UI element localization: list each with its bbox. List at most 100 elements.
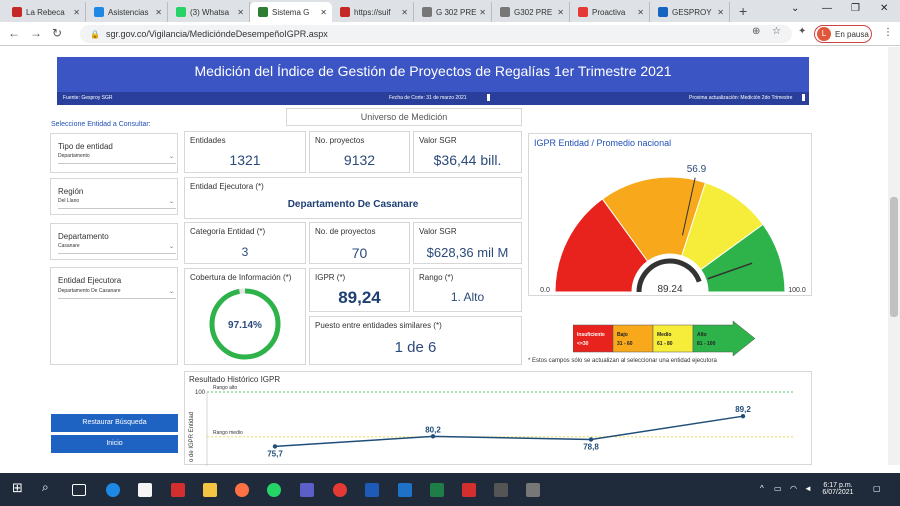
tipo-entidad-dropdown[interactable]: Departamento ⌄ bbox=[58, 153, 176, 164]
data-point-0[interactable] bbox=[272, 444, 278, 449]
tab-favicon-icon bbox=[422, 7, 432, 17]
data-point-1[interactable] bbox=[430, 434, 436, 439]
region-dropdown[interactable]: Del Llano ⌄ bbox=[58, 198, 176, 209]
card-entidad-ejecutora: Entidad Ejecutora (*) Departamento De Ca… bbox=[184, 177, 522, 219]
home-button[interactable]: Inicio bbox=[51, 435, 178, 453]
data-point-3[interactable] bbox=[740, 413, 746, 419]
word-icon[interactable] bbox=[365, 483, 379, 497]
card-puesto: Puesto entre entidades similares (*) 1 d… bbox=[309, 316, 522, 365]
windows-start-icon[interactable]: ⊞ bbox=[12, 480, 23, 495]
legend-range-0: <=30 bbox=[577, 341, 589, 347]
browser-tab[interactable]: Asistencias ✕ bbox=[86, 2, 168, 22]
data-label-0: 75,7 bbox=[267, 449, 283, 458]
excel-icon[interactable] bbox=[430, 483, 444, 497]
card-igpr: IGPR (*) 89,24 bbox=[309, 268, 410, 312]
scrollbar-thumb[interactable] bbox=[890, 197, 898, 317]
pdf-icon[interactable] bbox=[462, 483, 476, 497]
new-tab-button[interactable]: + bbox=[739, 3, 748, 19]
igpr-gauge: 56.9 89.24 0.0 100.0 bbox=[540, 164, 806, 295]
calculator-icon[interactable] bbox=[526, 483, 540, 497]
folder-icon[interactable] bbox=[203, 483, 217, 497]
back-icon[interactable]: ← bbox=[8, 26, 20, 40]
tab-favicon-icon bbox=[340, 7, 350, 17]
chevron-down-icon: ⌄ bbox=[168, 154, 174, 160]
store-icon[interactable] bbox=[138, 483, 152, 497]
whatsapp-icon[interactable] bbox=[267, 483, 281, 497]
tab-close-icon[interactable]: ✕ bbox=[479, 7, 486, 17]
reset-search-button[interactable]: Restaurar Búsqueda bbox=[51, 414, 178, 432]
edge-icon[interactable] bbox=[106, 483, 120, 497]
legend-swatch-2 bbox=[652, 324, 694, 353]
wifi-icon[interactable]: ◠ bbox=[790, 484, 797, 493]
bookmark-star-icon[interactable]: ☆ bbox=[772, 26, 781, 37]
minimize-icon[interactable]: — bbox=[822, 3, 832, 14]
card-value: $36,44 bill. bbox=[433, 152, 502, 168]
browser-tab[interactable]: G302 PRE ✕ bbox=[492, 2, 570, 22]
browser-tab[interactable]: G 302 PRE ✕ bbox=[414, 2, 492, 22]
notifications-icon[interactable]: ▢ bbox=[873, 484, 881, 493]
restore-icon[interactable]: ❐ bbox=[851, 3, 860, 14]
url-input[interactable]: 🔒 sgr.gov.co/Vigilancia/MedicióndeDesemp… bbox=[80, 25, 792, 43]
card-label: No. proyectos bbox=[315, 136, 365, 145]
reload-icon[interactable]: ↻ bbox=[52, 26, 63, 40]
tab-close-icon[interactable]: ✕ bbox=[557, 7, 564, 17]
page-scrollbar[interactable] bbox=[888, 47, 900, 465]
data-label-3: 89,2 bbox=[735, 405, 751, 414]
browser-tab[interactable]: https://suif ✕ bbox=[332, 2, 414, 22]
tab-close-icon[interactable]: ✕ bbox=[637, 7, 644, 17]
card-label: Categoría Entidad (*) bbox=[190, 227, 266, 236]
browser-menu-icon[interactable]: ⋮ bbox=[883, 27, 893, 38]
departamento-dropdown[interactable]: Casanare ⌄ bbox=[58, 243, 176, 254]
browser-tab[interactable]: Sistema G ✕ bbox=[250, 2, 332, 22]
card-entidades: Entidades 1321 bbox=[184, 131, 306, 173]
tab-close-icon[interactable]: ✕ bbox=[237, 7, 244, 17]
extensions-icon[interactable]: ✦ bbox=[798, 26, 807, 37]
tab-label: Proactiva bbox=[592, 7, 626, 17]
tray-chevron-icon[interactable]: ^ bbox=[760, 484, 764, 493]
tab-favicon-icon bbox=[94, 7, 104, 17]
legend-swatch-0 bbox=[573, 324, 614, 353]
lock-icon: 🔒 bbox=[90, 29, 100, 39]
tab-close-icon[interactable]: ✕ bbox=[155, 7, 162, 17]
firefox-icon[interactable] bbox=[235, 483, 249, 497]
range-legend: Insuficiente <=30 Bajo 31 - 60 Medio 61 - 80 A… bbox=[573, 321, 756, 357]
card-value: Departamento De Casanare bbox=[287, 199, 419, 210]
forward-icon[interactable]: → bbox=[30, 26, 42, 40]
security-icon[interactable] bbox=[171, 483, 185, 497]
browser-tab[interactable]: Proactiva ✕ bbox=[570, 2, 650, 22]
chevron-down-icon: ⌄ bbox=[168, 289, 174, 295]
search-icon[interactable]: ⌕ bbox=[42, 480, 49, 494]
app-icon[interactable] bbox=[494, 483, 508, 497]
tab-close-icon[interactable]: ✕ bbox=[717, 7, 724, 17]
outlook-icon[interactable] bbox=[398, 483, 412, 497]
donut-value: 97.14% bbox=[228, 320, 262, 331]
data-point-2[interactable] bbox=[588, 437, 594, 442]
taskbar-clock[interactable]: 6:17 p.m. 6/07/2021 bbox=[818, 482, 858, 496]
profile-button[interactable]: L En pausa bbox=[814, 25, 872, 43]
tab-close-icon[interactable]: ✕ bbox=[401, 7, 408, 17]
browser-tab[interactable]: La Rebeca ✕ bbox=[4, 2, 86, 22]
chrome-icon[interactable] bbox=[333, 483, 347, 497]
tab-close-icon[interactable]: ✕ bbox=[320, 7, 327, 17]
card-label: Cobertura de Información (*) bbox=[190, 273, 292, 282]
card-value: 1. Alto bbox=[450, 290, 485, 304]
volume-icon[interactable]: ◄ bbox=[804, 484, 812, 493]
card-value: 1 de 6 bbox=[394, 339, 437, 356]
tab-close-icon[interactable]: ✕ bbox=[73, 7, 80, 17]
tab-search-icon[interactable]: ⌄ bbox=[791, 3, 800, 14]
reference-label-0: Rango alto bbox=[213, 385, 237, 391]
zoom-icon[interactable]: ⊕ bbox=[752, 26, 761, 37]
close-window-icon[interactable]: ✕ bbox=[880, 3, 889, 14]
card-value: 70 bbox=[351, 245, 368, 261]
browser-tab[interactable]: (3) Whatsa ✕ bbox=[168, 2, 250, 22]
network-icon[interactable]: ▭ bbox=[774, 484, 782, 493]
gauge-band-3 bbox=[700, 223, 786, 293]
entidad-ejecutora-dropdown[interactable]: Departamento De Casanare ⌄ bbox=[58, 288, 176, 299]
banner-cutoff: Fecha de Corte: 31 de marzo 2021 bbox=[389, 95, 467, 101]
task-view-icon[interactable] bbox=[72, 484, 86, 496]
card-label: IGPR (*) bbox=[315, 273, 346, 282]
teams-icon[interactable] bbox=[300, 483, 314, 497]
browser-tab[interactable]: GESPROY ✕ bbox=[650, 2, 730, 22]
banner-next-update: Proxima actualización: Medición 2do Trim… bbox=[689, 95, 793, 101]
universe-title: Universo de Medición bbox=[286, 108, 522, 126]
